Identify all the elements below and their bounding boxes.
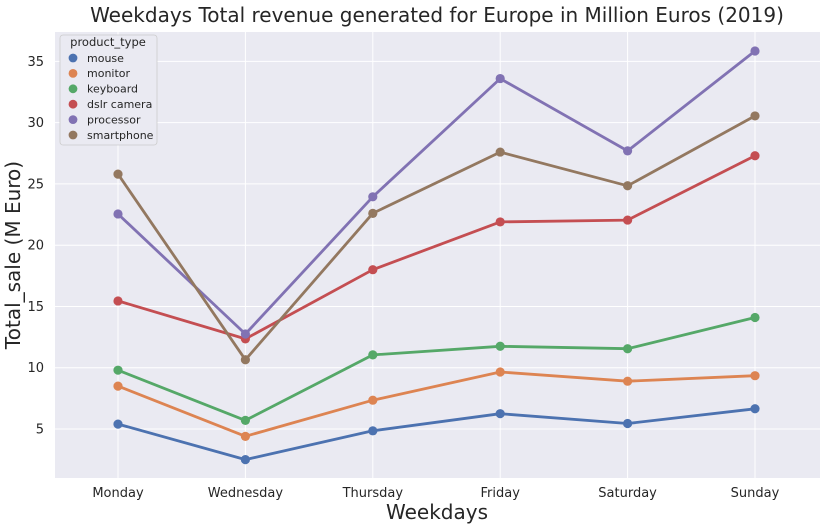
data-point-smartphone	[368, 208, 378, 218]
data-point-dslr-camera	[750, 151, 760, 161]
y-tick-label: 15	[27, 300, 44, 315]
data-point-keyboard	[750, 312, 760, 323]
legend-marker	[68, 69, 78, 78]
data-point-mouse	[495, 409, 505, 419]
series-line-keyboard	[117, 316, 756, 422]
legend-label: mouse	[87, 52, 124, 65]
x-tick-label: Friday	[480, 486, 520, 501]
data-point-keyboard	[368, 350, 378, 360]
y-tick-label: 20	[27, 239, 44, 254]
data-point-processor	[113, 209, 123, 219]
legend-title: product_type	[70, 35, 146, 49]
data-point-processor	[240, 329, 250, 339]
data-point-smartphone	[113, 169, 123, 179]
data-point-dslr-camera	[623, 215, 633, 225]
x-axis-ticks: Monday Wednesday Thursday Friday Saturday Sun…	[92, 486, 779, 501]
series-lines	[116, 49, 756, 461]
legend-marker	[68, 130, 78, 140]
x-axis-label: Weekdays	[386, 500, 488, 524]
gridlines	[55, 32, 820, 478]
x-tick-label: Monday	[92, 486, 144, 501]
data-point-processor	[623, 146, 633, 156]
plot-area	[55, 32, 820, 478]
data-point-smartphone	[240, 355, 250, 365]
y-tick-label: 5	[36, 422, 44, 437]
y-tick-label: 30	[27, 116, 44, 131]
y-tick-label: 10	[27, 361, 44, 376]
chart-title: Weekdays Total revenue generated for Eur…	[90, 3, 784, 27]
y-axis-label: Total_sale (M Euro)	[1, 161, 25, 350]
series-points	[113, 46, 760, 465]
data-point-mouse	[623, 418, 633, 429]
y-tick-label: 25	[27, 177, 44, 192]
x-tick-label: Saturday	[598, 486, 657, 501]
data-point-keyboard	[113, 365, 123, 375]
data-point-dslr-camera	[113, 296, 123, 306]
data-point-smartphone	[750, 111, 760, 121]
legend: product_type mouse monitor keyboard dslr ca…	[59, 34, 158, 146]
x-tick-label: Sunday	[731, 486, 780, 501]
data-point-mouse	[240, 455, 250, 465]
legend-label: dslr camera	[87, 98, 152, 111]
legend-label: processor	[87, 113, 141, 126]
series-line-mouse	[117, 407, 756, 461]
series-line-processor	[117, 49, 756, 336]
data-point-monitor	[750, 371, 760, 381]
data-point-monitor	[495, 367, 505, 377]
data-point-monitor	[368, 395, 378, 405]
legend-marker	[68, 84, 78, 94]
series-line-smartphone	[116, 114, 756, 362]
data-point-monitor	[113, 381, 123, 391]
legend-marker	[68, 115, 78, 124]
data-point-mouse	[750, 404, 760, 414]
legend-items: mouse monitor keyboard dslr camera processor…	[68, 52, 154, 142]
data-point-monitor	[623, 376, 633, 386]
data-point-monitor	[240, 431, 250, 441]
series-line-dslr-camera	[117, 154, 756, 341]
data-point-processor	[750, 46, 760, 56]
legend-marker	[68, 53, 78, 63]
legend-marker	[68, 99, 78, 109]
data-point-dslr-camera	[495, 217, 505, 227]
data-point-keyboard	[623, 344, 633, 354]
legend-label: keyboard	[87, 83, 138, 96]
y-axis-ticks: 5 10 15 20 25 30 35	[27, 55, 44, 438]
data-point-processor	[495, 73, 505, 84]
data-point-keyboard	[495, 341, 505, 351]
data-point-mouse	[368, 426, 378, 436]
x-tick-label: Thursday	[342, 486, 404, 501]
data-point-smartphone	[623, 181, 633, 191]
data-point-smartphone	[495, 147, 505, 157]
x-tick-label: Wednesday	[208, 486, 284, 501]
series-line-monitor	[117, 370, 756, 438]
y-tick-label: 35	[27, 55, 44, 70]
legend-box	[59, 34, 158, 146]
data-point-mouse	[113, 419, 123, 429]
data-point-processor	[368, 192, 378, 202]
data-point-keyboard	[240, 415, 250, 426]
data-point-dslr-camera	[368, 265, 378, 275]
legend-label: monitor	[87, 67, 131, 80]
legend-label: smartphone	[87, 129, 154, 142]
